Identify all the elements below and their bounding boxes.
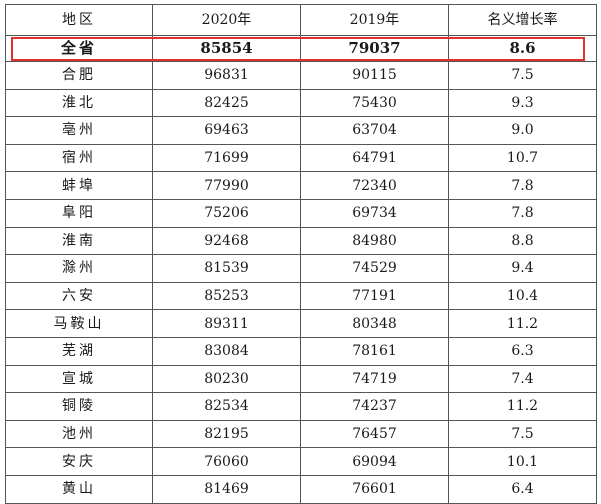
cell-rate: 7.5 xyxy=(448,419,597,449)
table-row: 蚌埠 77990 72340 7.8 xyxy=(5,171,597,200)
table-row: 亳州 69463 63704 9.0 xyxy=(5,116,597,145)
cell-region: 马鞍山 xyxy=(5,309,153,338)
table-row: 池州 82195 76457 7.5 xyxy=(5,419,597,449)
cell-y2019: 64791 xyxy=(300,143,449,173)
cell-region: 黄山 xyxy=(5,474,153,504)
table-row: 淮南 92468 84980 8.8 xyxy=(5,226,597,256)
cell-y2019: 76601 xyxy=(300,474,449,504)
table-body: 全省 85854 79037 8.6 合肥 96831 90115 7.5 淮北 8242… xyxy=(5,35,597,504)
total-rate: 8.6 xyxy=(448,35,597,62)
cell-region: 淮北 xyxy=(5,88,153,118)
cell-y2020: 83084 xyxy=(152,336,301,366)
cell-y2020: 85253 xyxy=(152,281,301,311)
cell-y2020: 75206 xyxy=(152,198,301,228)
header-2020: 2020年 xyxy=(152,4,301,36)
table-row: 铜陵 82534 74237 11.2 xyxy=(5,392,597,421)
table-row: 宣城 80230 74719 7.4 xyxy=(5,364,597,394)
table-row: 合肥 96831 90115 7.5 xyxy=(5,61,597,90)
cell-rate: 9.3 xyxy=(448,88,597,118)
cell-region: 铜陵 xyxy=(5,392,153,421)
header-growth-rate: 名义增长率 xyxy=(448,4,597,36)
income-table: 地区 2020年 2019年 名义增长率 全省 85854 79037 8.6 … xyxy=(5,4,597,504)
cell-y2019: 90115 xyxy=(300,61,449,90)
cell-y2019: 77191 xyxy=(300,281,449,311)
cell-y2020: 82534 xyxy=(152,392,301,421)
table-row: 宿州 71699 64791 10.7 xyxy=(5,143,597,173)
cell-y2020: 69463 xyxy=(152,116,301,145)
cell-region: 淮南 xyxy=(5,226,153,256)
cell-region: 安庆 xyxy=(5,447,153,476)
cell-rate: 9.4 xyxy=(448,254,597,283)
total-2019: 79037 xyxy=(300,35,449,62)
cell-rate: 7.8 xyxy=(448,198,597,228)
cell-y2020: 71699 xyxy=(152,143,301,173)
cell-rate: 6.3 xyxy=(448,336,597,366)
total-region: 全省 xyxy=(5,35,153,62)
cell-rate: 6.4 xyxy=(448,474,597,504)
table-row: 安庆 76060 69094 10.1 xyxy=(5,447,597,476)
cell-region: 六安 xyxy=(5,281,153,311)
table-row: 淮北 82425 75430 9.3 xyxy=(5,88,597,118)
cell-y2019: 84980 xyxy=(300,226,449,256)
cell-y2019: 63704 xyxy=(300,116,449,145)
cell-rate: 7.4 xyxy=(448,364,597,394)
cell-rate: 10.7 xyxy=(448,143,597,173)
cell-region: 合肥 xyxy=(5,61,153,90)
table-row: 六安 85253 77191 10.4 xyxy=(5,281,597,311)
cell-region: 池州 xyxy=(5,419,153,449)
header-region: 地区 xyxy=(5,4,153,36)
cell-y2019: 78161 xyxy=(300,336,449,366)
total-row: 全省 85854 79037 8.6 xyxy=(5,35,597,62)
cell-y2020: 80230 xyxy=(152,364,301,394)
cell-y2019: 75430 xyxy=(300,88,449,118)
cell-y2020: 81539 xyxy=(152,254,301,283)
cell-y2020: 82425 xyxy=(152,88,301,118)
cell-region: 宣城 xyxy=(5,364,153,394)
table-row: 马鞍山 89311 80348 11.2 xyxy=(5,309,597,338)
cell-y2020: 76060 xyxy=(152,447,301,476)
cell-region: 芜湖 xyxy=(5,336,153,366)
cell-region: 宿州 xyxy=(5,143,153,173)
cell-y2020: 81469 xyxy=(152,474,301,504)
cell-y2019: 72340 xyxy=(300,171,449,200)
cell-y2019: 74529 xyxy=(300,254,449,283)
table-row: 阜阳 75206 69734 7.8 xyxy=(5,198,597,228)
cell-rate: 7.8 xyxy=(448,171,597,200)
cell-rate: 8.8 xyxy=(448,226,597,256)
table-header: 地区 2020年 2019年 名义增长率 xyxy=(5,4,597,36)
cell-region: 蚌埠 xyxy=(5,171,153,200)
cell-rate: 9.0 xyxy=(448,116,597,145)
cell-y2020: 77990 xyxy=(152,171,301,200)
cell-y2019: 80348 xyxy=(300,309,449,338)
cell-y2019: 69094 xyxy=(300,447,449,476)
cell-y2019: 74237 xyxy=(300,392,449,421)
cell-rate: 11.2 xyxy=(448,309,597,338)
header-row: 地区 2020年 2019年 名义增长率 xyxy=(5,4,597,36)
cell-y2019: 76457 xyxy=(300,419,449,449)
cell-y2019: 74719 xyxy=(300,364,449,394)
cell-y2020: 92468 xyxy=(152,226,301,256)
cell-region: 滁州 xyxy=(5,254,153,283)
cell-rate: 7.5 xyxy=(448,61,597,90)
cell-rate: 10.4 xyxy=(448,281,597,311)
cell-y2020: 82195 xyxy=(152,419,301,449)
table-row: 芜湖 83084 78161 6.3 xyxy=(5,336,597,366)
cell-y2020: 89311 xyxy=(152,309,301,338)
cell-region: 亳州 xyxy=(5,116,153,145)
cell-rate: 10.1 xyxy=(448,447,597,476)
cell-region: 阜阳 xyxy=(5,198,153,228)
table-row: 滁州 81539 74529 9.4 xyxy=(5,254,597,283)
header-2019: 2019年 xyxy=(300,4,449,36)
total-2020: 85854 xyxy=(152,35,301,62)
income-table-container: 地区 2020年 2019年 名义增长率 全省 85854 79037 8.6 … xyxy=(5,4,597,504)
cell-rate: 11.2 xyxy=(448,392,597,421)
cell-y2020: 96831 xyxy=(152,61,301,90)
table-row: 黄山 81469 76601 6.4 xyxy=(5,474,597,504)
cell-y2019: 69734 xyxy=(300,198,449,228)
